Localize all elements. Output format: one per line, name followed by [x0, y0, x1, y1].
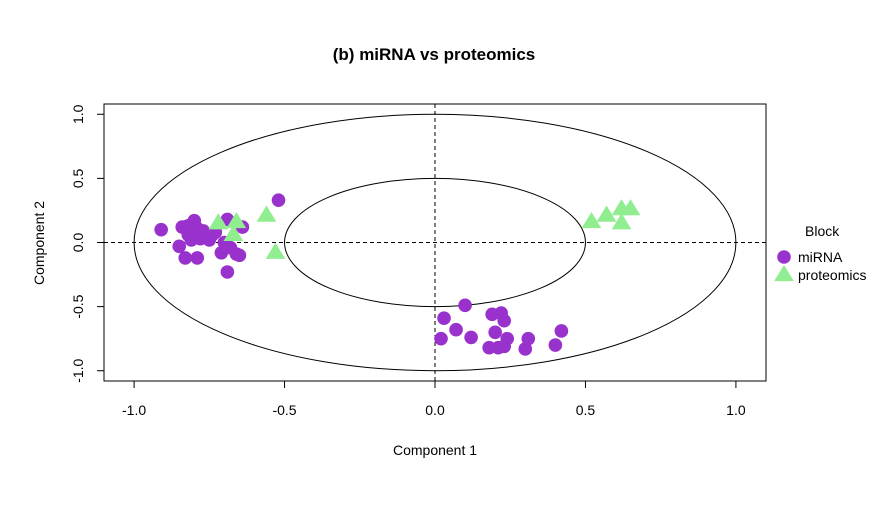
miRNA-point	[554, 324, 569, 338]
legend: Block miRNA proteomics	[774, 223, 866, 283]
x-tick-label: -1.0	[122, 402, 146, 418]
x-axis-label: Component 1	[393, 442, 477, 458]
series-miRNA	[154, 193, 569, 356]
legend-marker-miRNA	[777, 250, 791, 264]
legend-label-miRNA: miRNA	[798, 249, 843, 265]
miRNA-point	[154, 222, 168, 237]
chart-title: (b) miRNA vs proteomics	[333, 45, 535, 64]
y-tick-label: 1.0	[70, 104, 86, 124]
miRNA-point	[184, 233, 199, 247]
legend-title: Block	[805, 223, 840, 239]
miRNA-point	[497, 339, 512, 354]
miRNA-point	[434, 331, 448, 346]
proteomics-point	[581, 211, 602, 229]
y-tick-label: 0.0	[70, 233, 86, 253]
y-tick-label: -0.5	[70, 294, 86, 318]
y-axis-label: Component 2	[31, 201, 47, 285]
legend-label-proteomics: proteomics	[798, 267, 866, 283]
miRNA-point	[172, 239, 187, 254]
miRNA-point	[190, 251, 205, 265]
y-tick-label: 0.5	[70, 168, 86, 188]
miRNA-point	[548, 338, 563, 352]
miRNA-point	[518, 342, 533, 356]
miRNA-point	[437, 311, 451, 325]
miRNA-point	[178, 251, 193, 265]
miRNA-point	[497, 313, 512, 328]
miRNA-point	[449, 322, 463, 337]
proteomics-point	[208, 213, 229, 230]
legend-marker-proteomics	[774, 264, 794, 282]
miRNA-point	[521, 331, 536, 346]
miRNA-point	[232, 248, 247, 263]
miRNA-point	[464, 330, 478, 345]
proteomics-point	[223, 224, 244, 241]
correlation-circle-2	[284, 177, 586, 308]
proteomics-point	[256, 205, 277, 222]
axes: -1.0 -0.5 0.0 0.5 1.0 -1.0 -0.5 0.0 0.5 1.0	[70, 104, 746, 418]
miRNA-point	[488, 325, 502, 340]
miRNA-point	[220, 265, 235, 279]
x-tick-label: 0.0	[425, 402, 445, 418]
y-tick-label: -1.0	[70, 358, 86, 382]
plot-area	[104, 104, 766, 381]
miRNA-point	[458, 298, 472, 313]
miRNA-point	[271, 193, 286, 207]
proteomics-point	[611, 213, 632, 230]
proteomics-point	[620, 199, 641, 216]
x-tick-label: 1.0	[726, 402, 746, 418]
proteomics-point	[596, 205, 617, 222]
x-tick-label: 0.5	[576, 402, 596, 418]
proteomics-point	[265, 242, 286, 259]
series-proteomics	[208, 199, 641, 259]
x-tick-label: -0.5	[272, 402, 296, 418]
proteomics-point	[226, 211, 247, 229]
